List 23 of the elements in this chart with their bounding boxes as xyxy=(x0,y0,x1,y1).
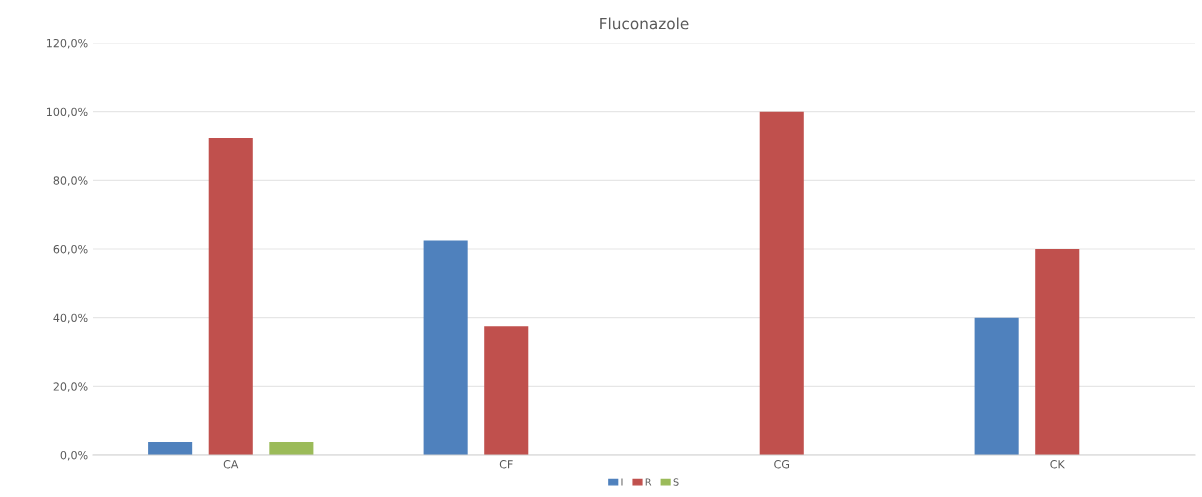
bar xyxy=(484,326,529,455)
y-tick-label: 20,0% xyxy=(53,382,88,392)
legend-label: I xyxy=(621,478,623,486)
x-tick-label: CA xyxy=(223,460,239,469)
legend-label: R xyxy=(645,478,652,486)
bar xyxy=(423,240,468,455)
x-tick-label: CF xyxy=(499,460,513,469)
y-tick-label: 100,0% xyxy=(46,107,88,118)
legend-label: S xyxy=(673,478,679,486)
bar xyxy=(974,317,1019,455)
y-tick-label: 120,0% xyxy=(46,38,88,49)
bar xyxy=(269,441,314,455)
x-tick-label: CK xyxy=(1050,460,1065,469)
y-tick-label: 40,0% xyxy=(53,313,88,324)
chart-title: Fluconazole xyxy=(600,17,689,30)
y-tick-label: 80,0% xyxy=(53,176,88,186)
bar xyxy=(148,441,193,455)
bar xyxy=(759,111,804,455)
y-tick-label: 0,0% xyxy=(60,450,88,461)
bar xyxy=(1035,249,1080,455)
x-tick-label: CG xyxy=(774,460,790,469)
bar xyxy=(208,138,253,455)
y-tick-label: 60,0% xyxy=(53,244,88,255)
